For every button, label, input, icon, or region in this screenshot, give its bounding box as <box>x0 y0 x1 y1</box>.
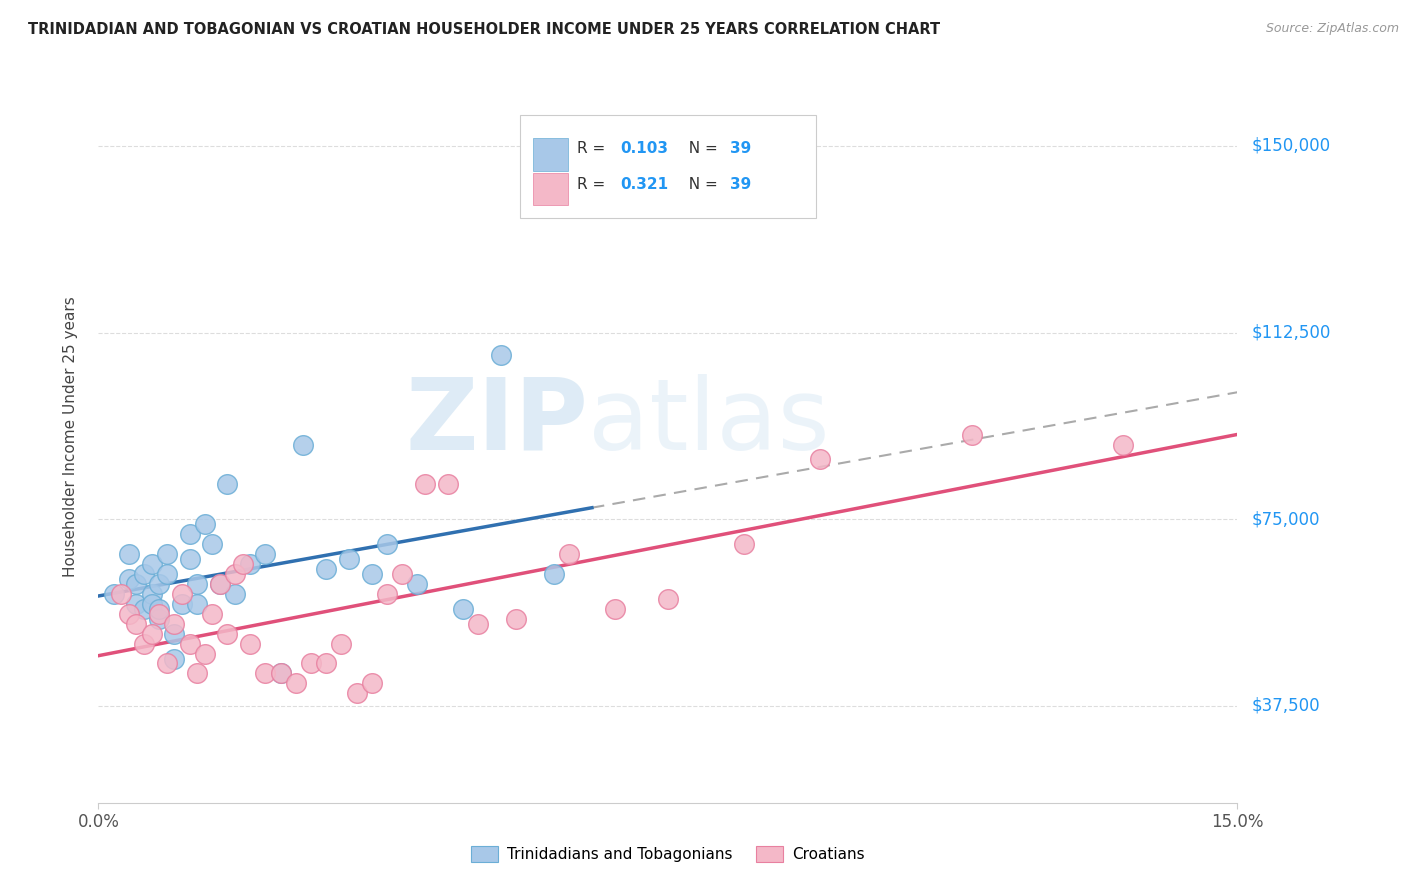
FancyBboxPatch shape <box>533 137 568 170</box>
Point <box>270 666 292 681</box>
Point <box>141 587 163 601</box>
Text: $37,500: $37,500 <box>1251 697 1320 714</box>
Point <box>360 566 382 581</box>
Point <box>543 566 565 581</box>
Point <box>489 348 512 362</box>
Point <box>232 557 254 571</box>
Point <box>254 666 277 681</box>
Point <box>391 566 413 581</box>
Point <box>208 577 231 591</box>
Point <box>360 676 382 690</box>
Point <box>337 552 360 566</box>
Point <box>315 562 337 576</box>
Point <box>110 587 132 601</box>
Point <box>1112 437 1135 451</box>
FancyBboxPatch shape <box>533 172 568 205</box>
Text: R =: R = <box>576 178 610 193</box>
Point <box>148 577 170 591</box>
Point <box>179 636 201 650</box>
Text: $112,500: $112,500 <box>1251 324 1330 342</box>
Text: 39: 39 <box>731 178 752 193</box>
Point <box>239 557 262 571</box>
Text: $75,000: $75,000 <box>1251 510 1320 528</box>
Text: N =: N = <box>679 178 723 193</box>
Point <box>346 686 368 700</box>
Point <box>156 657 179 671</box>
Point <box>375 587 398 601</box>
Point <box>436 477 458 491</box>
Point <box>163 626 186 640</box>
Point <box>224 587 246 601</box>
Point <box>406 577 429 591</box>
Text: atlas: atlas <box>588 374 830 471</box>
Point <box>505 612 527 626</box>
Y-axis label: Householder Income Under 25 years: Householder Income Under 25 years <box>63 297 77 577</box>
Point <box>217 626 239 640</box>
Point <box>239 636 262 650</box>
Point <box>132 636 155 650</box>
Point <box>201 607 224 621</box>
Point <box>467 616 489 631</box>
Point <box>163 651 186 665</box>
Text: R =: R = <box>576 141 610 155</box>
Point <box>141 597 163 611</box>
Legend: Trinidadians and Tobagonians, Croatians: Trinidadians and Tobagonians, Croatians <box>464 840 872 868</box>
Point <box>451 601 474 615</box>
Point <box>194 647 217 661</box>
Point <box>299 657 322 671</box>
Point <box>254 547 277 561</box>
Point <box>186 597 208 611</box>
Point <box>270 666 292 681</box>
Point <box>148 601 170 615</box>
Point <box>413 477 436 491</box>
Point <box>330 636 353 650</box>
Text: N =: N = <box>679 141 723 155</box>
Text: Source: ZipAtlas.com: Source: ZipAtlas.com <box>1265 22 1399 36</box>
Point <box>125 577 148 591</box>
Point <box>148 612 170 626</box>
FancyBboxPatch shape <box>520 115 815 218</box>
Point <box>132 601 155 615</box>
Text: 0.321: 0.321 <box>620 178 668 193</box>
Point <box>125 616 148 631</box>
Point <box>163 616 186 631</box>
Point <box>148 607 170 621</box>
Text: 39: 39 <box>731 141 752 155</box>
Point <box>292 437 315 451</box>
Point <box>118 547 141 561</box>
Point <box>194 517 217 532</box>
Point <box>960 427 983 442</box>
Point <box>170 597 193 611</box>
Point <box>186 666 208 681</box>
Point <box>179 527 201 541</box>
Point <box>141 557 163 571</box>
Point <box>132 566 155 581</box>
Point <box>603 601 626 615</box>
Point <box>284 676 307 690</box>
Point <box>217 477 239 491</box>
Text: ZIP: ZIP <box>405 374 588 471</box>
Point <box>118 607 141 621</box>
Point <box>808 452 831 467</box>
Point <box>657 591 679 606</box>
Point <box>141 626 163 640</box>
Point <box>156 566 179 581</box>
Point <box>179 552 201 566</box>
Text: 0.103: 0.103 <box>620 141 668 155</box>
Text: $150,000: $150,000 <box>1251 137 1330 155</box>
Point <box>208 577 231 591</box>
Point <box>170 587 193 601</box>
Point <box>156 547 179 561</box>
Point <box>125 597 148 611</box>
Text: TRINIDADIAN AND TOBAGONIAN VS CROATIAN HOUSEHOLDER INCOME UNDER 25 YEARS CORRELA: TRINIDADIAN AND TOBAGONIAN VS CROATIAN H… <box>28 22 941 37</box>
Point <box>201 537 224 551</box>
Point <box>315 657 337 671</box>
Point <box>103 587 125 601</box>
Point <box>558 547 581 561</box>
Point <box>375 537 398 551</box>
Point <box>186 577 208 591</box>
Point <box>224 566 246 581</box>
Point <box>118 572 141 586</box>
Point <box>733 537 755 551</box>
